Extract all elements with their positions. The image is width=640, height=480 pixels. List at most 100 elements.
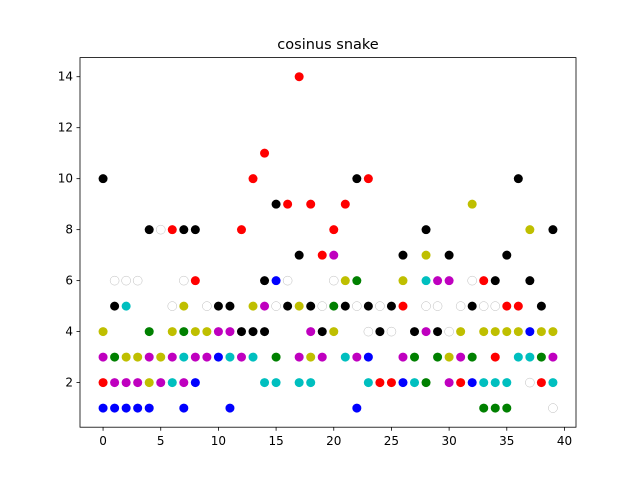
data-point <box>548 327 558 337</box>
data-point <box>306 199 316 209</box>
data-point <box>155 224 166 235</box>
data-point <box>536 352 546 362</box>
y-tick-label: 10 <box>58 172 73 186</box>
data-point <box>110 378 120 388</box>
data-point <box>98 378 108 388</box>
data-point <box>121 301 131 311</box>
data-point <box>525 352 535 362</box>
data-point <box>548 352 558 362</box>
data-point <box>398 301 408 311</box>
data-point <box>236 225 246 235</box>
data-point <box>144 327 154 337</box>
y-tick-label: 12 <box>58 121 73 135</box>
data-point <box>317 352 327 362</box>
data-point <box>98 327 108 337</box>
data-point <box>179 403 189 413</box>
data-point <box>225 352 235 362</box>
data-point <box>479 276 489 286</box>
data-point <box>386 326 397 337</box>
data-point <box>121 378 131 388</box>
data-point <box>340 276 350 286</box>
data-point <box>271 199 281 209</box>
data-point <box>144 403 154 413</box>
data-point <box>260 148 270 158</box>
axes-frame <box>79 57 577 428</box>
y-tick-label: 14 <box>58 70 73 84</box>
data-point <box>329 275 339 286</box>
data-point <box>329 250 339 260</box>
data-point <box>202 327 212 337</box>
data-point <box>513 301 523 311</box>
points-layer <box>98 72 558 413</box>
data-point <box>548 403 558 413</box>
data-point <box>179 378 189 388</box>
data-point <box>225 301 235 311</box>
data-point <box>98 352 108 362</box>
data-point <box>109 275 120 286</box>
data-point <box>502 250 512 260</box>
x-tick-label: 30 <box>441 434 456 448</box>
data-point <box>421 327 431 337</box>
data-point <box>536 327 546 337</box>
data-point <box>410 327 420 337</box>
data-point <box>433 327 443 337</box>
data-point <box>363 326 374 337</box>
data-point <box>375 301 385 311</box>
data-point <box>236 352 246 362</box>
data-point <box>98 403 108 413</box>
data-point <box>410 352 420 362</box>
data-point <box>271 352 281 362</box>
plot-area <box>80 57 576 428</box>
x-tick-label: 10 <box>211 434 226 448</box>
data-point <box>363 378 373 388</box>
data-point <box>433 352 443 362</box>
data-point <box>340 301 350 311</box>
data-point <box>283 301 293 311</box>
data-point <box>340 199 350 209</box>
data-point <box>306 378 316 388</box>
data-point <box>260 327 270 337</box>
data-point <box>386 378 396 388</box>
data-point <box>398 378 408 388</box>
data-point <box>513 327 523 337</box>
data-point <box>410 378 420 388</box>
data-point <box>179 352 189 362</box>
data-point <box>398 250 408 260</box>
data-point <box>110 403 120 413</box>
data-point <box>444 378 454 388</box>
data-point <box>421 225 431 235</box>
data-point <box>248 174 258 184</box>
data-point <box>98 174 108 184</box>
data-point <box>352 352 362 362</box>
y-tick-label: 4 <box>65 325 73 339</box>
data-point <box>352 276 362 286</box>
x-tick-label: 0 <box>99 434 107 448</box>
data-point <box>363 301 373 311</box>
data-point <box>467 352 477 362</box>
data-point <box>121 403 131 413</box>
data-point <box>248 327 258 337</box>
data-point <box>386 301 396 311</box>
data-point <box>167 301 178 311</box>
data-point <box>329 225 339 235</box>
data-point <box>329 301 339 311</box>
data-point <box>133 378 143 388</box>
data-point <box>525 327 535 337</box>
data-point <box>167 378 177 388</box>
data-point <box>294 250 304 260</box>
data-point <box>283 199 293 209</box>
data-point <box>213 327 223 337</box>
data-point <box>260 378 270 388</box>
data-point <box>271 301 281 311</box>
x-axis: 0 5 10 15 20 25 30 35 40 <box>99 427 572 448</box>
data-point <box>478 301 489 311</box>
data-point <box>190 352 200 362</box>
data-point <box>202 352 212 362</box>
data-point <box>525 377 535 388</box>
data-point <box>490 378 500 388</box>
data-point <box>502 378 512 388</box>
data-point <box>444 352 454 362</box>
data-point <box>248 301 258 311</box>
data-point <box>479 327 489 337</box>
data-point <box>490 403 500 413</box>
